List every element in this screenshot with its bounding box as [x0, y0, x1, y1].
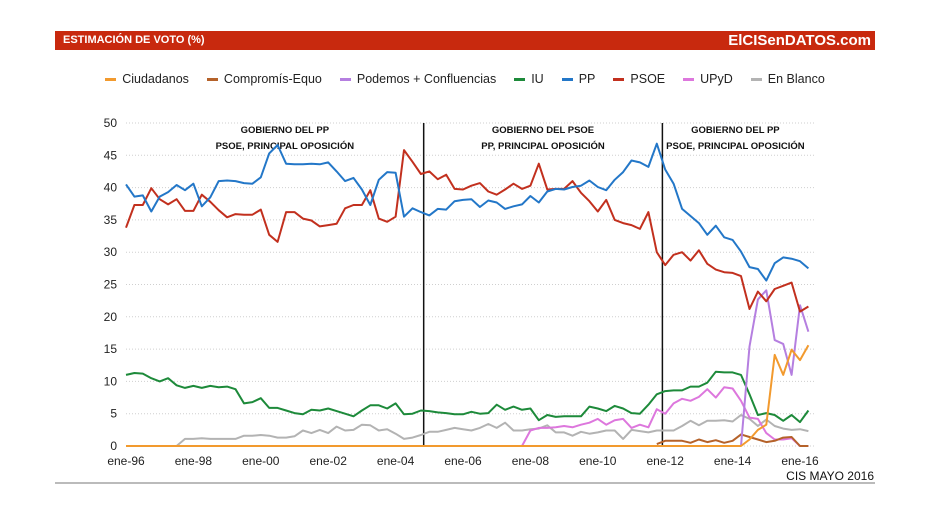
y-tick-label: 30 [104, 245, 118, 259]
legend-item: IU [514, 72, 544, 86]
x-tick-label: ene-10 [579, 454, 617, 468]
legend-label: PP [578, 72, 596, 86]
bottom-divider [55, 482, 875, 484]
series-line-upyd [521, 386, 809, 447]
legend-swatch [683, 77, 695, 81]
period-label-government: GOBIERNO DEL PSOE [492, 125, 594, 136]
x-tick-label: ene-98 [175, 454, 213, 468]
legend-label: Podemos + Confluencias [356, 72, 497, 86]
series-line-iu [125, 370, 810, 424]
y-tick-label: 45 [104, 148, 118, 162]
legend-item: Compromís-Equo [206, 72, 322, 86]
legend-label: PSOE [630, 72, 666, 86]
legend-item: PSOE [613, 72, 665, 86]
x-tick-label: ene-16 [781, 454, 819, 468]
legend-label: Compromís-Equo [223, 72, 322, 86]
y-tick-label: 5 [110, 407, 117, 421]
series-line-psoe [125, 149, 809, 313]
period-label-opposition: PSOE, PRINCIPAL OPOSICIÓN [216, 140, 355, 152]
series-line-en-blanco [175, 414, 809, 447]
legend-item: En Blanco [750, 72, 825, 86]
legend-item: Ciudadanos [105, 72, 189, 86]
series-line-ciudadanos [126, 344, 810, 447]
legend-swatch [561, 77, 573, 81]
x-tick-label: ene-12 [647, 454, 685, 468]
legend-item: UPyD [683, 72, 733, 86]
period-label-opposition: PSOE, PRINCIPAL OPOSICIÓN [666, 140, 805, 152]
legend-swatch [206, 77, 218, 81]
chart-title: ESTIMACIÓN DE VOTO (%) [63, 34, 205, 46]
y-tick-label: 25 [104, 278, 118, 292]
y-tick-label: 10 [104, 374, 118, 388]
legend-swatch [514, 77, 526, 81]
y-tick-label: 0 [110, 439, 117, 453]
x-tick-label: ene-02 [310, 454, 348, 468]
x-tick-label: ene-08 [512, 454, 550, 468]
legend-item: PP [561, 72, 596, 86]
y-tick-label: 40 [104, 181, 118, 195]
legend: Ciudadanos Compromís-Equo Podemos + Conflu… [0, 72, 930, 86]
legend-item: Podemos + Confluencias [339, 72, 497, 86]
source-note: CIS MAYO 2016 [786, 469, 874, 483]
legend-label: Ciudadanos [122, 72, 189, 86]
legend-label: IU [531, 72, 544, 86]
x-tick-label: ene-14 [714, 454, 752, 468]
legend-label: UPyD [700, 72, 733, 86]
series-line-pp [125, 142, 810, 282]
header-bar: ESTIMACIÓN DE VOTO (%) ElCISenDATOS.com [55, 31, 875, 50]
period-label-opposition: PP, PRINCIPAL OPOSICIÓN [481, 140, 605, 152]
period-label-government: GOBIERNO DEL PP [241, 125, 330, 136]
legend-swatch [750, 77, 762, 81]
brand-logo: ElCISenDATOS.com [728, 32, 871, 49]
x-tick-label: ene-04 [377, 454, 415, 468]
x-tick-label: ene-96 [107, 454, 145, 468]
legend-swatch [339, 77, 351, 81]
series-line-comprom-s-equo [656, 433, 809, 447]
period-label-government: GOBIERNO DEL PP [691, 125, 780, 136]
legend-swatch [613, 77, 625, 81]
legend-label: En Blanco [767, 72, 825, 86]
y-tick-label: 35 [104, 213, 118, 227]
y-tick-label: 15 [104, 342, 118, 356]
x-tick-label: ene-00 [242, 454, 280, 468]
legend-swatch [105, 77, 117, 81]
y-tick-label: 20 [104, 310, 118, 324]
series-line-podemos-confluencias [740, 289, 810, 447]
x-tick-label: ene-06 [444, 454, 482, 468]
y-tick-label: 50 [104, 116, 118, 130]
